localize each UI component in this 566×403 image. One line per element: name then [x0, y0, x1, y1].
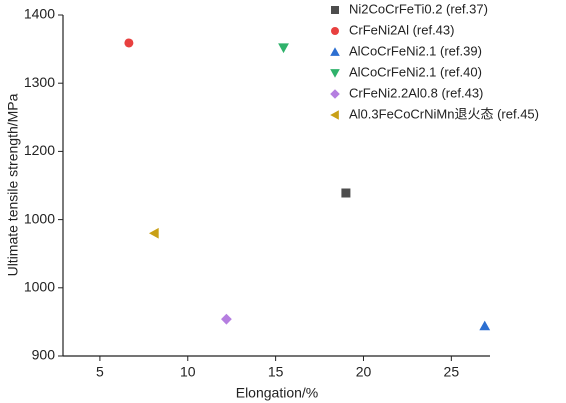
- y-tick-label: 1000: [24, 279, 55, 295]
- legend-marker: [331, 6, 339, 14]
- point: [124, 38, 134, 48]
- x-tick-label: 20: [356, 364, 372, 380]
- x-tick-label: 15: [268, 364, 284, 380]
- legend-label: AlCoCrFeNi2.1 (ref.40): [349, 64, 482, 79]
- y-axis-label: Ultimate tensile strength/MPa: [5, 93, 21, 276]
- y-tick-label: 1300: [24, 74, 55, 90]
- x-tick-label: 25: [444, 364, 460, 380]
- x-tick-label: 10: [180, 364, 196, 380]
- x-tick-label: 5: [96, 364, 104, 380]
- legend-label: Ni2CoCrFeTi0.2 (ref.37): [349, 1, 488, 16]
- legend-marker: [330, 89, 340, 99]
- legend-label: AlCoCrFeNi2.1 (ref.39): [349, 43, 482, 58]
- y-tick-label: 1400: [24, 6, 55, 22]
- legend-label: CrFeNi2Al (ref.43): [349, 22, 454, 37]
- legend-label: Al0.3FeCoCrNiMn退火态 (ref.45): [349, 106, 539, 121]
- legend-marker: [330, 69, 340, 78]
- point: [148, 227, 159, 239]
- point: [341, 188, 351, 198]
- point: [221, 313, 232, 325]
- legend-marker: [330, 47, 340, 56]
- point: [278, 43, 289, 54]
- y-tick-label: 1000: [24, 210, 55, 226]
- legend-marker: [331, 27, 339, 35]
- legend-marker: [330, 110, 339, 120]
- x-axis-label: Elongation/%: [236, 385, 319, 401]
- point: [479, 320, 491, 331]
- y-tick-label: 900: [32, 347, 56, 363]
- y-tick-label: 1200: [24, 142, 55, 158]
- legend: Ni2CoCrFeTi0.2 (ref.37) CrFeNi2Al (ref.43…: [330, 1, 539, 121]
- legend-label: CrFeNi2.2Al0.8 (ref.43): [349, 85, 483, 100]
